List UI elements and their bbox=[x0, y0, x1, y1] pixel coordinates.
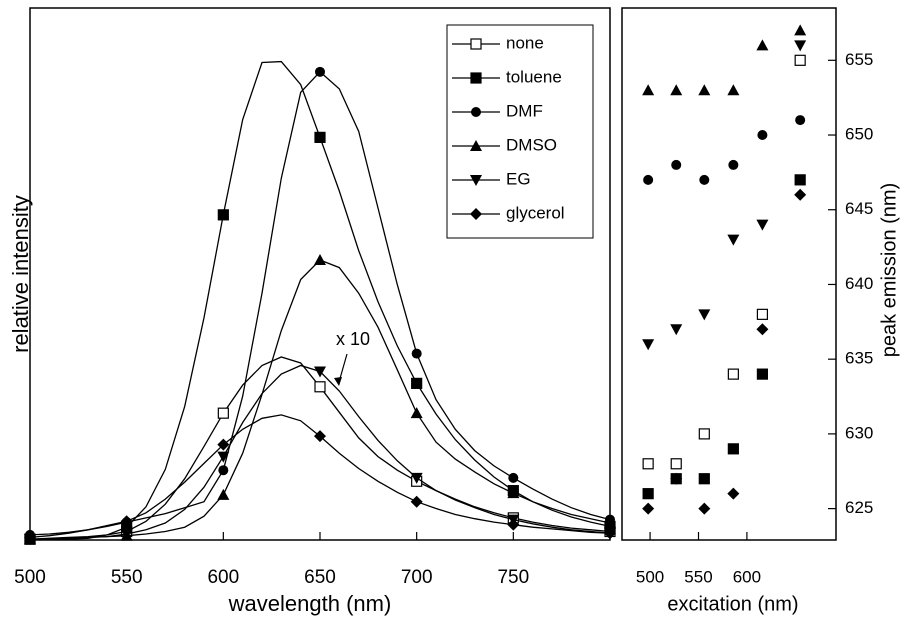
marker bbox=[642, 502, 655, 515]
marker bbox=[756, 368, 769, 380]
legend-label: DMSO bbox=[506, 135, 557, 154]
marker bbox=[314, 253, 326, 265]
legend-label: DMF bbox=[506, 101, 543, 120]
marker bbox=[698, 84, 711, 96]
marker bbox=[794, 174, 806, 186]
y-axis-title: relative intensity bbox=[8, 195, 33, 353]
marker bbox=[120, 515, 133, 528]
y-tick-label: 640 bbox=[845, 274, 873, 293]
marker bbox=[643, 174, 654, 185]
legend-marker bbox=[470, 175, 482, 186]
marker bbox=[727, 443, 739, 455]
x-tick-label: 700 bbox=[401, 567, 433, 588]
marker bbox=[217, 209, 229, 221]
marker bbox=[24, 531, 36, 544]
series-line bbox=[30, 259, 611, 540]
legend-label: EG bbox=[506, 169, 531, 188]
y-tick-label: 635 bbox=[845, 349, 873, 368]
legend-marker bbox=[470, 38, 482, 50]
marker bbox=[604, 527, 616, 540]
marker bbox=[794, 24, 807, 36]
marker bbox=[670, 324, 683, 336]
marker bbox=[411, 348, 422, 359]
legend-box bbox=[446, 24, 594, 239]
legend-label: glycerol bbox=[506, 203, 565, 222]
marker bbox=[727, 84, 740, 96]
marker bbox=[699, 174, 710, 185]
annotation-arrowhead bbox=[334, 377, 342, 386]
x-tick-label: 600 bbox=[733, 567, 761, 586]
marker bbox=[642, 458, 654, 470]
y-tick-label: 655 bbox=[845, 50, 873, 69]
marker bbox=[670, 458, 682, 470]
marker bbox=[698, 502, 711, 515]
marker bbox=[670, 84, 683, 96]
legend-marker bbox=[470, 208, 482, 220]
marker bbox=[508, 472, 519, 483]
marker bbox=[410, 407, 423, 419]
marker bbox=[756, 219, 769, 231]
marker bbox=[756, 308, 769, 320]
marker bbox=[727, 487, 740, 500]
x-tick-label: 500 bbox=[14, 567, 46, 588]
marker bbox=[314, 381, 326, 393]
legend-label: none bbox=[506, 33, 544, 52]
marker bbox=[756, 323, 769, 336]
marker bbox=[604, 516, 616, 528]
y-tick-label: 645 bbox=[845, 199, 873, 218]
marker bbox=[642, 339, 655, 351]
legend-marker bbox=[470, 140, 482, 151]
marker bbox=[410, 472, 423, 484]
marker bbox=[314, 430, 326, 443]
marker bbox=[670, 472, 683, 485]
marker bbox=[698, 309, 711, 321]
marker bbox=[507, 487, 520, 499]
marker bbox=[217, 407, 229, 419]
marker bbox=[671, 159, 682, 170]
legend-label: toluene bbox=[506, 67, 562, 86]
y-tick-label: 630 bbox=[845, 423, 873, 442]
legend-marker bbox=[471, 107, 481, 117]
x-tick-label: 750 bbox=[497, 567, 529, 588]
marker bbox=[411, 377, 423, 389]
marker bbox=[217, 438, 230, 451]
marker bbox=[794, 188, 807, 201]
marker bbox=[642, 488, 654, 500]
x-axis-title: wavelength (nm) bbox=[228, 591, 392, 616]
marker bbox=[315, 66, 325, 77]
marker bbox=[794, 40, 807, 52]
marker bbox=[314, 131, 326, 143]
x-axis-title: excitation (nm) bbox=[667, 593, 798, 615]
marker bbox=[727, 234, 740, 246]
x-tick-label: 650 bbox=[304, 567, 336, 588]
marker bbox=[218, 465, 229, 476]
x-tick-label: 600 bbox=[207, 567, 239, 588]
annotation: x 10 bbox=[336, 329, 370, 349]
marker bbox=[698, 473, 710, 485]
y-tick-label: 625 bbox=[845, 498, 873, 517]
legend-marker bbox=[470, 72, 482, 84]
marker bbox=[794, 54, 806, 66]
right-plot-frame bbox=[621, 7, 837, 541]
marker bbox=[728, 159, 739, 170]
marker bbox=[757, 130, 768, 141]
marker bbox=[217, 488, 230, 500]
marker bbox=[795, 115, 806, 126]
marker bbox=[217, 451, 230, 463]
marker bbox=[756, 39, 769, 51]
x-tick-label: 550 bbox=[684, 567, 712, 586]
x-tick-label: 550 bbox=[111, 567, 143, 588]
marker bbox=[314, 366, 326, 378]
marker bbox=[507, 518, 520, 531]
y-axis-title: peak emission (nm) bbox=[878, 183, 900, 358]
y-tick-label: 650 bbox=[845, 125, 873, 144]
marker bbox=[642, 84, 655, 96]
x-tick-label: 500 bbox=[636, 567, 664, 586]
marker bbox=[410, 495, 423, 508]
marker bbox=[698, 428, 710, 440]
marker bbox=[727, 368, 739, 380]
marker bbox=[120, 529, 133, 541]
